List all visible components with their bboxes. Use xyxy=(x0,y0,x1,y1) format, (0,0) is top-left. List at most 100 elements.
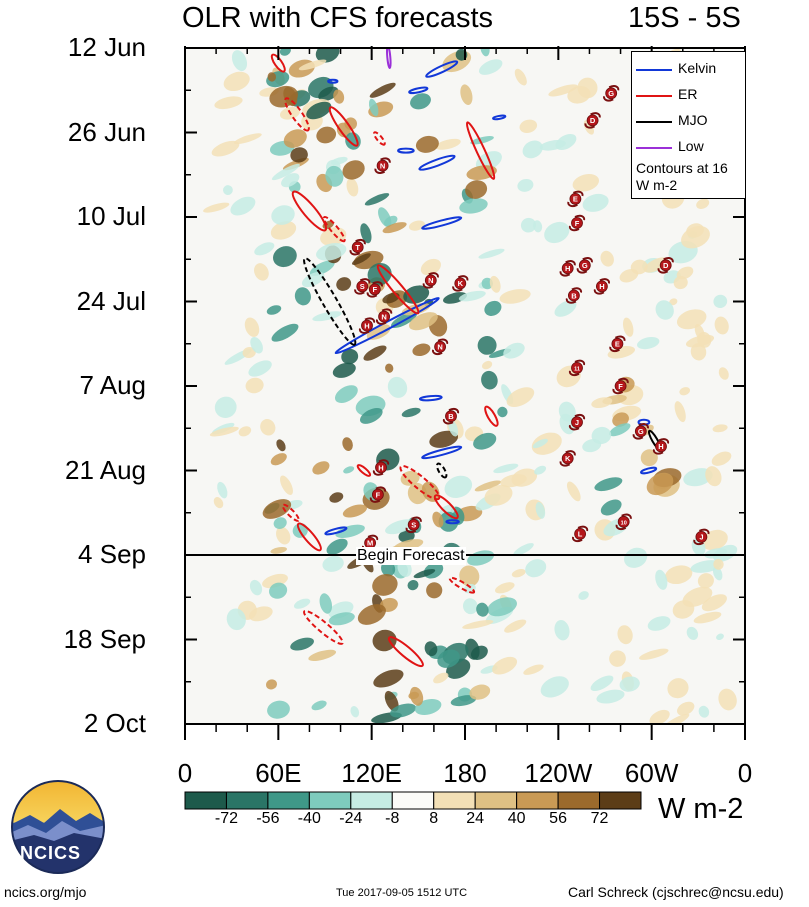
field-cell xyxy=(214,396,237,418)
er-contour xyxy=(328,106,359,147)
er-contour xyxy=(284,97,310,132)
field-cell xyxy=(473,432,497,450)
field-cell xyxy=(578,591,589,600)
cyclone-marker: B xyxy=(565,287,583,304)
cyclone-marker: K xyxy=(559,450,576,467)
field-cell xyxy=(309,260,335,276)
er-contour xyxy=(376,264,420,315)
cyclone-label: E xyxy=(573,195,578,204)
field-cell xyxy=(233,133,262,145)
field-cell xyxy=(398,529,415,543)
cyclone-marker: F xyxy=(366,281,383,298)
field-cell xyxy=(591,397,613,409)
field-cell xyxy=(312,461,330,475)
mjo-contour xyxy=(303,257,357,346)
field-cell xyxy=(276,439,286,452)
field-cell xyxy=(311,700,327,711)
cyclone-marker: F xyxy=(612,377,629,395)
legend-entry: MJO xyxy=(632,112,745,132)
colorbar-swatch xyxy=(474,791,518,810)
field-cell xyxy=(566,481,581,502)
cyclone-marker: N xyxy=(422,272,439,289)
field-cell xyxy=(519,119,538,133)
field-cell xyxy=(697,573,714,589)
field-cell xyxy=(320,227,347,246)
field-cell xyxy=(373,669,404,688)
field-cell xyxy=(308,649,337,662)
y-tick-label: 7 Aug xyxy=(79,370,146,400)
field-cell xyxy=(403,285,430,304)
colorbar-label: -56 xyxy=(256,810,280,827)
field-cell xyxy=(511,569,526,578)
field-cell xyxy=(265,679,278,690)
field-cell xyxy=(503,342,525,359)
field-cell xyxy=(622,317,634,337)
field-cell xyxy=(665,565,693,585)
field-cell xyxy=(647,616,671,631)
cyclone-label: S xyxy=(411,521,416,530)
cyclone-marker: N xyxy=(431,338,449,356)
cyclone-label: N xyxy=(428,276,433,285)
colorbar xyxy=(184,791,642,810)
field-cell xyxy=(244,317,260,337)
field-cell xyxy=(639,648,669,660)
field-cell xyxy=(617,625,633,645)
field-cell xyxy=(433,672,449,684)
kelvin-contour xyxy=(425,60,459,78)
colorbar-swatch xyxy=(350,791,393,810)
cyclone-marker: S xyxy=(354,278,371,295)
field-cell xyxy=(254,263,269,281)
field-cell xyxy=(713,559,724,570)
field-cell xyxy=(315,48,340,63)
cyclone-label: 10 xyxy=(621,521,627,527)
field-cell xyxy=(283,129,307,148)
cyclone-label: N xyxy=(381,312,386,321)
field-cell xyxy=(555,133,577,151)
field-cell xyxy=(499,289,531,304)
field-cell xyxy=(600,499,622,516)
field-cell xyxy=(705,466,722,487)
field-cell xyxy=(410,93,431,110)
field-cell xyxy=(385,519,415,535)
field-cell xyxy=(249,579,263,596)
field-cell xyxy=(609,650,626,667)
field-cell xyxy=(214,96,243,110)
field-cell xyxy=(469,684,491,700)
cyclone-marker: G xyxy=(632,423,649,440)
field-cell xyxy=(271,205,295,225)
field-cell xyxy=(372,629,397,652)
field-cell xyxy=(316,126,337,144)
field-cell xyxy=(334,385,358,403)
field-cell xyxy=(500,474,527,488)
er-contour xyxy=(387,636,424,668)
field-cell xyxy=(716,633,724,641)
er-contour xyxy=(291,190,328,232)
cyclone-marker: G xyxy=(603,85,620,102)
field-cell xyxy=(429,430,459,448)
colorbar-swatch xyxy=(391,791,435,810)
field-cell xyxy=(260,419,276,436)
y-tick-label: 26 Jun xyxy=(67,116,146,147)
field-cell xyxy=(341,348,359,365)
chart-title: OLR with CFS forecasts xyxy=(182,2,494,34)
field-cell xyxy=(477,335,497,355)
er-contour xyxy=(433,494,459,520)
field-cell xyxy=(382,222,407,234)
cyclone-marker: F xyxy=(369,486,387,503)
cyclone-label: H xyxy=(364,321,369,330)
cyclone-label: F xyxy=(575,219,580,228)
field-cell xyxy=(619,268,639,283)
field-cell xyxy=(211,140,240,157)
field-cell xyxy=(624,547,648,568)
colorbar-label: -72 xyxy=(214,810,239,827)
cyclone-marker: S xyxy=(405,516,422,534)
legend-label: Kelvin xyxy=(678,60,717,76)
colorbar-swatch xyxy=(599,791,642,810)
kelvin-contour xyxy=(408,86,429,95)
field-cell xyxy=(590,675,614,692)
field-cell xyxy=(655,569,668,590)
cyclone-marker: E xyxy=(567,190,584,208)
field-cell xyxy=(619,676,640,692)
cyclone-marker: H xyxy=(372,459,390,476)
cyclone-marker: B xyxy=(442,407,460,425)
